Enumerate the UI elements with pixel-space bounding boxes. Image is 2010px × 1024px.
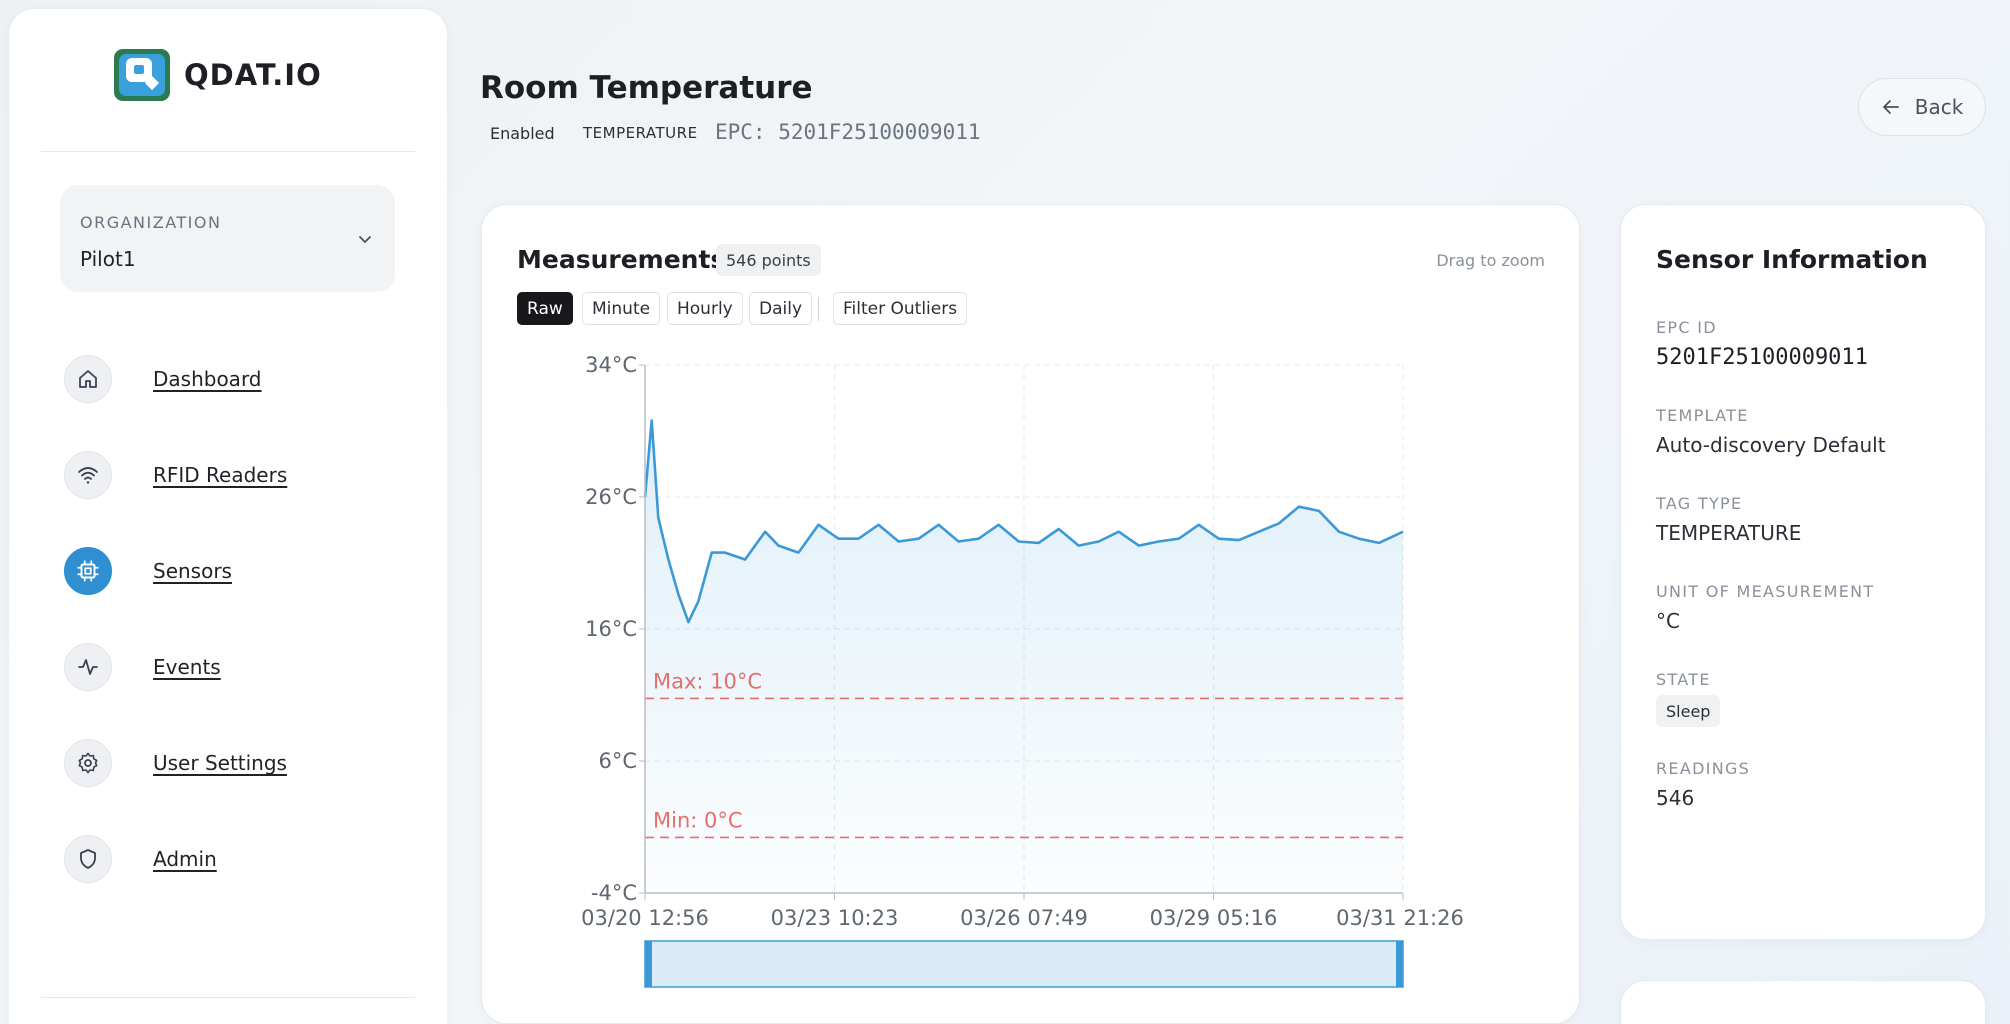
y-tick-label: -4°C (591, 881, 637, 905)
y-tick-label: 6°C (598, 749, 637, 773)
shield-icon (64, 835, 112, 883)
sidebar-divider (41, 997, 415, 998)
min-threshold-label: Min: 0°C (653, 808, 743, 832)
sidebar-item-rfid-readers[interactable]: RFID Readers (64, 450, 287, 500)
mode-minute-button[interactable]: Minute (582, 292, 661, 325)
sidebar-item-user-settings[interactable]: User Settings (64, 738, 287, 788)
unit-value: °C (1656, 609, 1680, 633)
mode-separator (818, 297, 819, 321)
sidebar-item-dashboard[interactable]: Dashboard (64, 354, 262, 404)
chevron-down-icon (359, 236, 371, 243)
epc-id-label: EPC ID (1656, 318, 1717, 337)
sidebar-divider (41, 151, 415, 152)
mode-raw-button[interactable]: Raw (517, 292, 573, 325)
epc-id-value: 5201F25100009011 (1656, 345, 1868, 370)
wifi-icon (64, 451, 112, 499)
chip-icon (64, 547, 112, 595)
type-badge: TEMPERATURE (583, 124, 698, 142)
chart-series-line (643, 419, 1404, 624)
organization-selector[interactable]: ORGANIZATION Pilot1 (60, 185, 395, 292)
sidebar-item-label: User Settings (153, 751, 287, 775)
sidebar-item-label: Admin (153, 847, 217, 871)
sidebar-item-label: Sensors (153, 559, 232, 583)
tag-type-value: TEMPERATURE (1656, 521, 1802, 545)
y-tick-label: 34°C (585, 353, 637, 377)
secondary-card (1620, 980, 1986, 1024)
template-value: Auto-discovery Default (1656, 433, 1886, 457)
unit-label: UNIT OF MEASUREMENT (1656, 582, 1875, 601)
x-tick-label: 03/26 07:49 (960, 906, 1088, 930)
sidebar-item-sensors[interactable]: Sensors (64, 546, 232, 596)
gear-icon (64, 739, 112, 787)
zoom-brush[interactable] (644, 940, 1404, 988)
x-tick-label: 03/29 05:16 (1150, 906, 1278, 930)
epc-label: EPC: 5201F25100009011 (715, 120, 981, 144)
max-threshold-label: Max: 10°C (653, 669, 762, 693)
sensor-info-card: Sensor Information EPC ID 5201F251000090… (1620, 204, 1986, 940)
logo-icon (114, 49, 170, 101)
organization-value: Pilot1 (80, 247, 136, 271)
x-tick-label: 03/31 21:26 (1336, 906, 1464, 930)
mode-daily-button[interactable]: Daily (749, 292, 813, 325)
sidebar-item-label: RFID Readers (153, 463, 288, 487)
sidebar-item-admin[interactable]: Admin (64, 834, 217, 884)
y-tick-label: 16°C (585, 617, 637, 641)
sidebar: QDAT.IO ORGANIZATION Pilot1 Dashboard RF… (9, 9, 447, 1024)
activity-icon (64, 643, 112, 691)
readings-label: READINGS (1656, 759, 1751, 778)
sidebar-item-label: Events (153, 655, 221, 679)
readings-value: 546 (1656, 786, 1695, 810)
measurements-card: Measurements 546 points Drag to zoom Raw… (481, 204, 1580, 1024)
sidebar-item-events[interactable]: Events (64, 642, 221, 692)
arrow-left-icon (1882, 100, 1899, 114)
x-tick-label: 03/20 12:56 (581, 906, 709, 930)
back-button-label: Back (1914, 95, 1964, 119)
y-tick-label: 26°C (585, 485, 637, 509)
page-title: Room Temperature (480, 70, 813, 106)
organization-label: ORGANIZATION (80, 213, 222, 232)
drag-to-zoom-hint: Drag to zoom (1436, 251, 1545, 270)
logo-text: QDAT.IO (184, 58, 322, 92)
status-badge: Enabled (490, 124, 555, 143)
template-label: TEMPLATE (1656, 406, 1749, 425)
filter-outliers-button[interactable]: Filter Outliers (833, 292, 968, 325)
mode-hourly-button[interactable]: Hourly (667, 292, 743, 325)
chart-area-fill (645, 420, 1403, 893)
home-icon (64, 355, 112, 403)
sensor-info-title: Sensor Information (1656, 245, 1928, 274)
brush-handle-left[interactable] (645, 941, 652, 987)
logo[interactable]: QDAT.IO (114, 49, 322, 101)
tag-type-label: TAG TYPE (1656, 494, 1743, 513)
x-tick-label: 03/23 10:23 (771, 906, 899, 930)
measurements-title: Measurements (517, 245, 726, 274)
points-badge: 546 points (716, 244, 821, 276)
state-badge: Sleep (1656, 695, 1721, 727)
state-label: STATE (1656, 670, 1711, 689)
sidebar-item-label: Dashboard (153, 367, 262, 391)
brush-window[interactable] (644, 940, 1404, 988)
back-button[interactable]: Back (1858, 78, 1986, 136)
brush-handle-right[interactable] (1396, 941, 1403, 987)
